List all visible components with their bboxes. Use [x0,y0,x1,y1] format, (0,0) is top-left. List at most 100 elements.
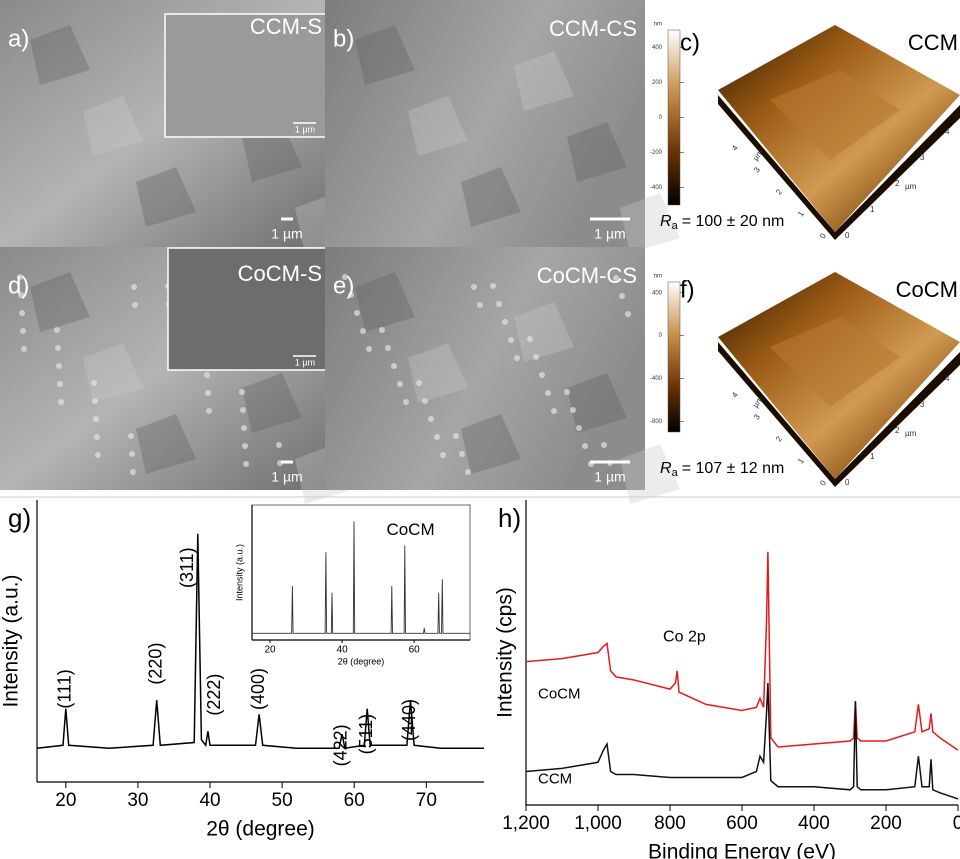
inset-frame [252,505,470,640]
sample-name: CoCM-S [238,261,322,286]
y-axis-label: Intensity (cps) [494,587,517,718]
x-axis-label: 2θ (degree) [338,656,385,666]
x-axis-label: Binding Energy (eV) [648,841,836,859]
sem-particle [502,319,508,325]
x-tick-label: 40 [337,645,349,656]
sem-particle [619,293,625,299]
sem-particle [403,399,409,405]
afm-axis-tick: 2 [895,179,900,188]
sem-particle [240,407,246,413]
afm-axis-tick: 3 [752,412,762,421]
afm-axis-tick: 3 [920,400,925,409]
afm-axis-tick: 2 [774,187,784,196]
y-axis-label: Intensity (a.u.) [0,574,23,707]
roughness: Ra= 107 ± 12 nm [660,460,784,479]
afm-axis-tick: 2 [895,426,900,435]
sem-particle [204,372,210,378]
sem-particle [239,389,245,395]
x-tick-label: 600 [726,813,758,834]
roughness-value: = 100 ± 20 nm [682,213,785,230]
sample-name: CoCM-CS [537,263,637,288]
sem-particle [19,310,25,316]
sem-particle [94,434,100,440]
sem-particle [514,355,520,361]
panel-label: c) [680,29,700,56]
x-tick-label: 800 [654,813,686,834]
afm-axis-tick: 1 [796,456,806,465]
sem-particle [416,380,422,386]
sem-particle [130,469,136,475]
sem-particle [241,425,247,431]
x-tick-label: 60 [409,645,421,656]
sem-particle [490,283,496,289]
sem-particle [243,461,249,467]
panel-label: d) [8,272,29,299]
sem-particle [56,363,62,369]
annotation: (511) [356,714,376,755]
panel-label: e) [333,272,354,299]
scale-bar-label: 1 µm [594,226,625,242]
figure: a)1 µmCCM-S1 µmb)CCM-CS1 µmd)1 µmCoCM-S1… [0,0,960,859]
sem-particle [453,433,459,439]
sem-particle [601,442,607,448]
x-tick-label: 400 [798,813,830,834]
colorbar-unit: nm [654,274,662,280]
afm-axis-tick: 3 [920,153,925,162]
sem-particle [551,408,557,414]
afm-axis-tick: 2 [774,434,784,443]
colorbar-tick-label: -200 [650,150,663,156]
data-line [526,683,958,799]
afm-axis-tick: 4 [730,143,740,152]
sem-particle [625,311,631,317]
sem-particle [128,433,134,439]
x-tick-label: 0 [953,813,960,834]
annotation: (222) [204,674,224,716]
sem-particle [539,372,545,378]
afm-axis-tick: 0 [845,478,850,487]
roughness-subscript: a [672,467,679,479]
afm-axis-tick: 3 [752,165,762,174]
sem-particle [422,398,428,404]
x-axis-label: 2θ (degree) [206,818,315,841]
sem-particle [428,416,434,422]
sem-particle [205,390,211,396]
sem-particle [385,345,391,351]
sample-name: CCM-S [250,14,322,39]
annotation: (311) [177,547,197,588]
sample-name: CCM [908,30,958,55]
scale-bar-label: 1 µm [295,357,315,367]
series-label: CoCM [538,686,581,703]
sem-particle [582,443,588,449]
sem-particle [129,451,135,457]
sem-particle [440,452,446,458]
sem-particle [496,301,502,307]
afm-axis-tick: 1 [796,209,806,218]
roughness-symbol: R [660,213,672,230]
sample-name: CoCM [896,277,958,302]
y-axis-label: Intensity (a.u.) [234,544,244,601]
sem-particle [545,390,551,396]
x-tick-label: 60 [344,790,365,811]
sem-particle [391,363,397,369]
sem-particle [132,302,138,308]
afm-colorbar [668,30,680,205]
roughness-symbol: R [660,460,672,477]
panel-label: g) [8,503,31,533]
x-tick-label: 40 [199,790,220,811]
sem-particle [206,408,212,414]
x-tick-label: 70 [416,790,437,811]
roughness: Ra= 100 ± 20 nm [660,213,784,232]
panel-label: b) [333,25,354,52]
sem-particle [366,346,372,352]
x-tick-label: 1,000 [574,813,622,834]
annotation: CoCM [386,520,434,539]
sem-particle [93,416,99,422]
colorbar-tick-label: -400 [650,185,663,191]
sem-particle [54,327,60,333]
sem-particle [20,328,26,334]
sem-particle [21,346,27,352]
sem-particle [91,380,97,386]
sem-particle [533,354,539,360]
panel-label: a) [8,25,29,52]
sem-particle [564,389,570,395]
